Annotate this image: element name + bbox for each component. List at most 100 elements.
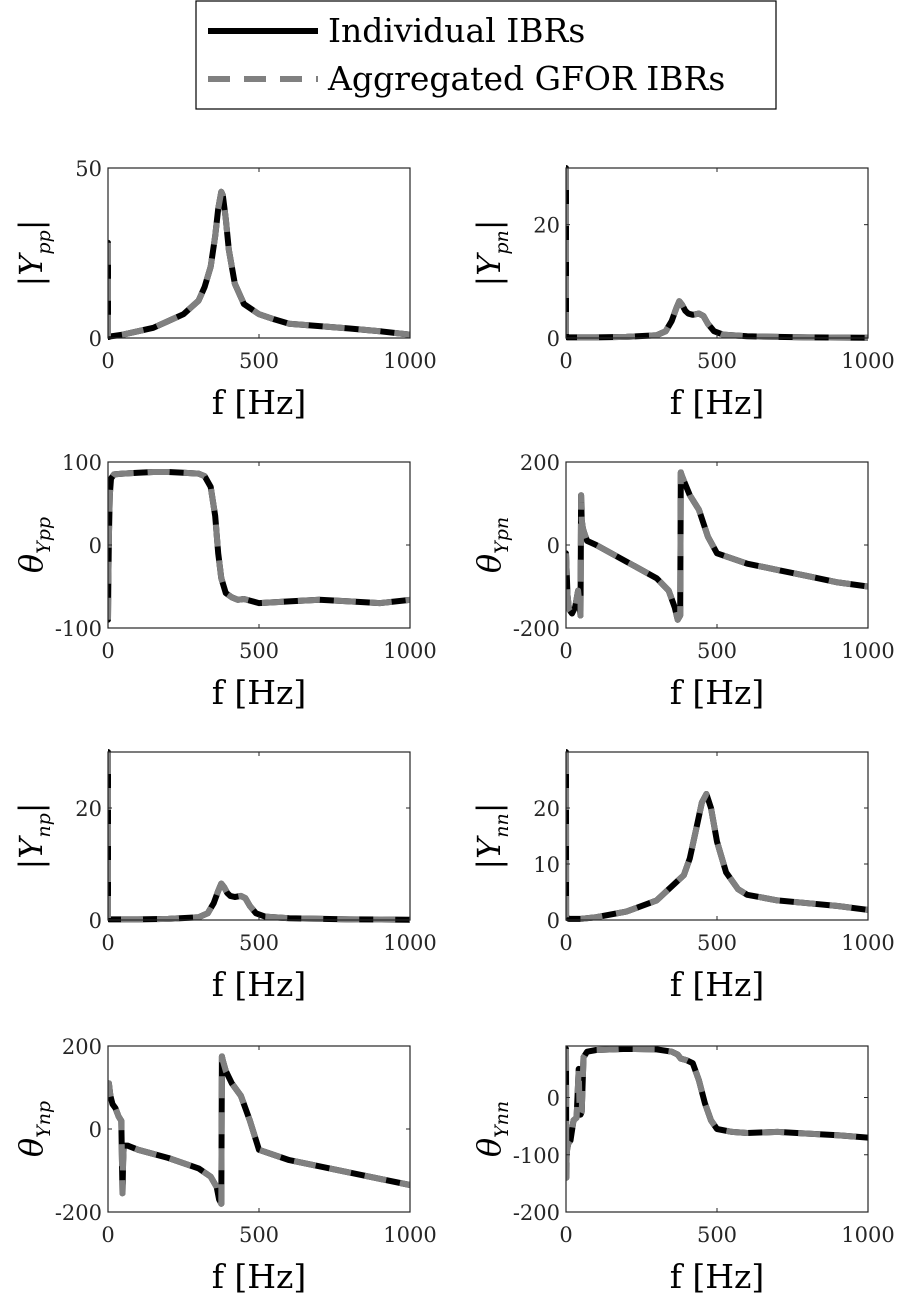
y-tick-label: 20 bbox=[533, 797, 560, 821]
x-tick-label: 0 bbox=[559, 639, 572, 663]
y-axis-label: θYpp bbox=[12, 517, 55, 573]
x-tick-label: 1000 bbox=[383, 639, 436, 663]
x-axis-label: f [Hz] bbox=[670, 965, 765, 1004]
x-axis-label: f [Hz] bbox=[670, 673, 765, 712]
x-tick-label: 1000 bbox=[841, 349, 894, 373]
x-tick-label: 500 bbox=[239, 931, 279, 955]
axes-box bbox=[107, 1045, 411, 1213]
x-tick-label: 500 bbox=[697, 931, 737, 955]
series-group bbox=[566, 749, 868, 922]
y-tick-label: 0 bbox=[89, 909, 102, 933]
y-tick-label: 200 bbox=[62, 1035, 102, 1059]
series-individual-ibrs bbox=[566, 1045, 868, 1181]
series-group bbox=[566, 165, 868, 341]
y-axis-label-sub: pp bbox=[33, 230, 55, 254]
axes-box bbox=[107, 751, 411, 921]
x-tick-label: 1000 bbox=[841, 639, 894, 663]
x-tick-label: 500 bbox=[239, 349, 279, 373]
y-axis-label-sub: np bbox=[33, 813, 55, 837]
y-tick-label: 200 bbox=[520, 451, 560, 475]
series-group bbox=[566, 469, 868, 623]
y-axis-label-end: | bbox=[470, 219, 508, 230]
x-tick-label: 0 bbox=[101, 639, 114, 663]
x-axis-label: f [Hz] bbox=[212, 673, 307, 712]
x-tick-label: 500 bbox=[697, 1223, 737, 1247]
x-tick-label: 0 bbox=[559, 349, 572, 373]
x-tick-label: 0 bbox=[559, 931, 572, 955]
y-axis-label: |Ynp| bbox=[12, 802, 55, 869]
y-tick-label: 0 bbox=[89, 1118, 102, 1142]
y-axis-label-end: | bbox=[470, 802, 508, 813]
series-aggregated-gfor-ibrs bbox=[566, 168, 868, 341]
y-axis-label-end: | bbox=[12, 219, 50, 230]
series-group bbox=[108, 469, 410, 623]
series-aggregated-gfor-ibrs bbox=[566, 1045, 868, 1181]
legend-label-individual: Individual IBRs bbox=[328, 11, 585, 50]
x-tick-label: 500 bbox=[239, 639, 279, 663]
y-tick-label: -200 bbox=[513, 617, 560, 641]
x-tick-label: 0 bbox=[559, 1223, 572, 1247]
y-axis-label-main: θ bbox=[12, 554, 50, 573]
y-axis-label: θYnp bbox=[12, 1101, 55, 1157]
x-tick-label: 0 bbox=[101, 1223, 114, 1247]
subplot-Ynn-ang: 0 500 1000 -200 -100 0 f [Hz] θYnn bbox=[470, 1045, 895, 1296]
y-tick-label: -200 bbox=[55, 1201, 102, 1225]
x-tick-label: 1000 bbox=[841, 931, 894, 955]
y-tick-label: 100 bbox=[62, 451, 102, 475]
y-axis-label-sub: pn bbox=[491, 230, 513, 254]
y-tick-label: 20 bbox=[533, 214, 560, 238]
series-aggregated-gfor-ibrs bbox=[108, 469, 410, 620]
x-tick-label: 500 bbox=[697, 349, 737, 373]
x-tick-label: 500 bbox=[697, 639, 737, 663]
subplot-Ynp-mag: 0 500 1000 0 20 f [Hz] |Ynp| bbox=[12, 749, 437, 1004]
series-group bbox=[566, 1045, 868, 1181]
y-axis-label: θYpn bbox=[470, 517, 513, 573]
y-axis-label-sub: Ynp bbox=[33, 1101, 55, 1138]
y-tick-label: 10 bbox=[533, 853, 560, 877]
y-tick-label: 20 bbox=[75, 797, 102, 821]
y-tick-label: -200 bbox=[513, 1201, 560, 1225]
legend: Individual IBRs Aggregated GFOR IBRs bbox=[195, 0, 777, 110]
y-tick-label: 0 bbox=[89, 327, 102, 351]
x-tick-label: 0 bbox=[101, 931, 114, 955]
y-axis-label: |Ypp| bbox=[12, 219, 55, 286]
y-tick-label: 0 bbox=[547, 1087, 560, 1111]
series-aggregated-gfor-ibrs bbox=[108, 752, 410, 923]
y-tick-label: 0 bbox=[547, 327, 560, 351]
y-axis-label-main: θ bbox=[470, 1138, 508, 1157]
series-individual-ibrs bbox=[566, 469, 868, 623]
x-tick-label: 1000 bbox=[841, 1223, 894, 1247]
series-aggregated-gfor-ibrs bbox=[566, 469, 868, 623]
y-axis-label-main: |Y bbox=[12, 835, 50, 870]
y-axis-label-main: |Y bbox=[470, 252, 508, 287]
y-tick-label: 0 bbox=[547, 534, 560, 558]
legend-label-aggregated: Aggregated GFOR IBRs bbox=[327, 59, 725, 98]
subplot-Ypn-mag: 0 500 1000 0 20 f [Hz] |Ypn| bbox=[470, 165, 895, 422]
y-tick-label: 0 bbox=[89, 534, 102, 558]
x-axis-label: f [Hz] bbox=[670, 1257, 765, 1296]
x-axis-label: f [Hz] bbox=[212, 1257, 307, 1296]
subplot-Ynn-mag: 0 500 1000 0 10 20 f [Hz] |Ynn| bbox=[470, 749, 895, 1004]
y-axis-label: |Ynn| bbox=[470, 802, 513, 869]
y-tick-label: -100 bbox=[55, 617, 102, 641]
series-group bbox=[108, 188, 410, 340]
series-group bbox=[108, 749, 410, 923]
y-axis-label-main: θ bbox=[12, 1138, 50, 1157]
y-axis-label-sub: Ypp bbox=[33, 517, 55, 554]
y-axis-label-sub: nn bbox=[491, 813, 513, 837]
y-axis-label-sub: Ypn bbox=[491, 517, 513, 554]
series-aggregated-gfor-ibrs bbox=[566, 751, 868, 922]
axes-box bbox=[565, 461, 869, 629]
y-axis-label-main: |Y bbox=[12, 252, 50, 287]
y-axis-label-sub: Ynn bbox=[491, 1101, 513, 1138]
y-axis-label: |Ypn| bbox=[470, 219, 513, 286]
x-tick-label: 1000 bbox=[383, 349, 436, 373]
series-individual-ibrs bbox=[566, 165, 868, 341]
series-individual-ibrs bbox=[108, 749, 410, 923]
y-axis-label-main: |Y bbox=[470, 835, 508, 870]
y-axis-label: θYnn bbox=[470, 1101, 513, 1157]
x-axis-label: f [Hz] bbox=[670, 383, 765, 422]
